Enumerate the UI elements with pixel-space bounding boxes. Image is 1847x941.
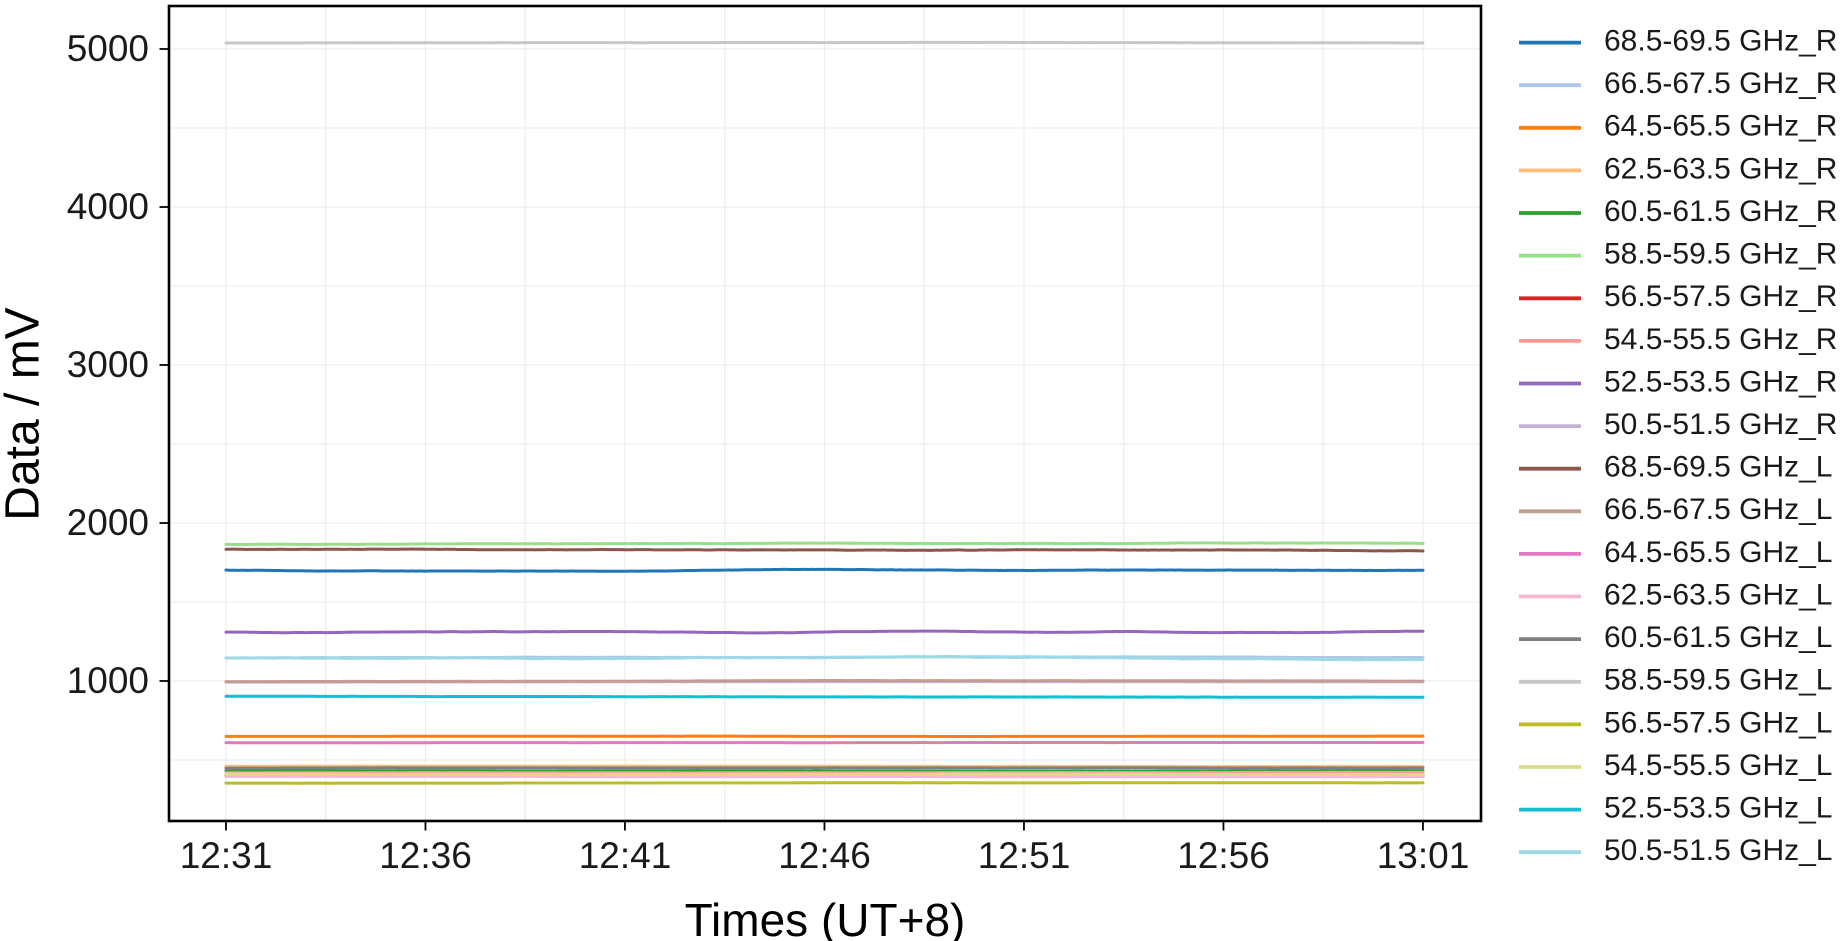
svg-text:64.5-65.5 GHz_R: 64.5-65.5 GHz_R xyxy=(1604,110,1837,143)
svg-text:60.5-61.5 GHz_R: 60.5-61.5 GHz_R xyxy=(1604,195,1837,228)
svg-text:54.5-55.5 GHz_R: 54.5-55.5 GHz_R xyxy=(1604,323,1837,356)
svg-text:52.5-53.5 GHz_L: 52.5-53.5 GHz_L xyxy=(1604,792,1832,825)
svg-text:56.5-57.5 GHz_R: 56.5-57.5 GHz_R xyxy=(1604,280,1837,313)
svg-text:60.5-61.5 GHz_L: 60.5-61.5 GHz_L xyxy=(1604,621,1832,654)
svg-text:58.5-59.5 GHz_R: 58.5-59.5 GHz_R xyxy=(1604,238,1837,271)
svg-text:56.5-57.5 GHz_L: 56.5-57.5 GHz_L xyxy=(1604,706,1832,739)
svg-text:50.5-51.5 GHz_L: 50.5-51.5 GHz_L xyxy=(1604,834,1832,867)
svg-text:58.5-59.5 GHz_L: 58.5-59.5 GHz_L xyxy=(1604,664,1832,697)
svg-text:52.5-53.5 GHz_R: 52.5-53.5 GHz_R xyxy=(1604,365,1837,398)
svg-text:64.5-65.5 GHz_L: 64.5-65.5 GHz_L xyxy=(1604,536,1832,569)
svg-text:62.5-63.5 GHz_L: 62.5-63.5 GHz_L xyxy=(1604,578,1832,611)
svg-text:66.5-67.5 GHz_R: 66.5-67.5 GHz_R xyxy=(1604,67,1837,100)
svg-text:68.5-69.5 GHz_R: 68.5-69.5 GHz_R xyxy=(1604,25,1837,58)
svg-text:68.5-69.5 GHz_L: 68.5-69.5 GHz_L xyxy=(1604,451,1832,484)
svg-text:54.5-55.5 GHz_L: 54.5-55.5 GHz_L xyxy=(1604,749,1832,782)
svg-text:62.5-63.5 GHz_R: 62.5-63.5 GHz_R xyxy=(1604,152,1837,185)
svg-text:50.5-51.5 GHz_R: 50.5-51.5 GHz_R xyxy=(1604,408,1837,441)
svg-text:66.5-67.5 GHz_L: 66.5-67.5 GHz_L xyxy=(1604,493,1832,526)
